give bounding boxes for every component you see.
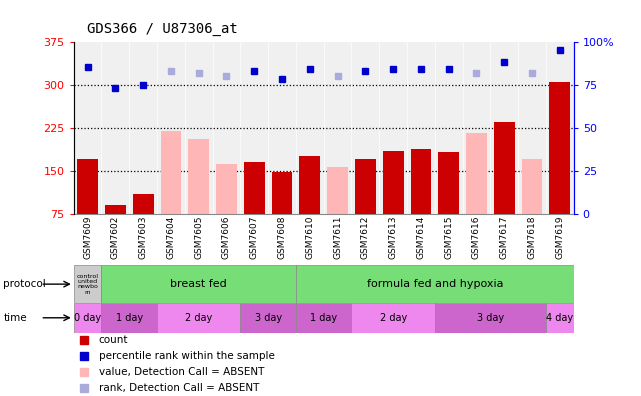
Bar [351,303,435,333]
Text: control
united
newbo
rn: control united newbo rn [77,274,99,295]
Bar [410,149,431,257]
Bar [101,303,157,333]
Text: 2 day: 2 day [185,313,212,323]
Text: 0 day: 0 day [74,313,101,323]
Bar [272,172,292,257]
Text: protocol: protocol [3,279,46,289]
Bar [74,265,101,303]
Text: 3 day: 3 day [477,313,504,323]
Text: 3 day: 3 day [254,313,281,323]
Text: 4 day: 4 day [546,313,573,323]
Text: percentile rank within the sample: percentile rank within the sample [99,351,274,361]
Bar [188,139,209,257]
Bar [133,194,154,257]
Bar [355,159,376,257]
Bar [466,133,487,257]
Text: time: time [3,313,27,323]
Bar [494,122,515,257]
Text: rank, Detection Call = ABSENT: rank, Detection Call = ABSENT [99,383,259,393]
Text: 2 day: 2 day [379,313,407,323]
Bar [74,303,101,333]
Bar [77,159,98,257]
Text: breast fed: breast fed [171,279,227,289]
Text: GDS366 / U87306_at: GDS366 / U87306_at [87,22,237,36]
Bar [296,265,574,303]
Bar [157,303,240,333]
Bar [522,159,542,257]
Text: value, Detection Call = ABSENT: value, Detection Call = ABSENT [99,367,264,377]
Bar [327,167,348,257]
Bar [240,303,296,333]
Text: 1 day: 1 day [310,313,337,323]
Bar [101,265,296,303]
Text: count: count [99,335,128,345]
Bar [546,303,574,333]
Bar [244,162,265,257]
Bar [299,156,320,257]
Bar [105,205,126,257]
Bar [549,82,570,257]
Bar [296,303,351,333]
Text: formula fed and hypoxia: formula fed and hypoxia [367,279,503,289]
Text: 1 day: 1 day [116,313,143,323]
Bar [383,150,404,257]
Bar [160,131,181,257]
Bar [216,164,237,257]
Bar [435,303,546,333]
Bar [438,152,459,257]
